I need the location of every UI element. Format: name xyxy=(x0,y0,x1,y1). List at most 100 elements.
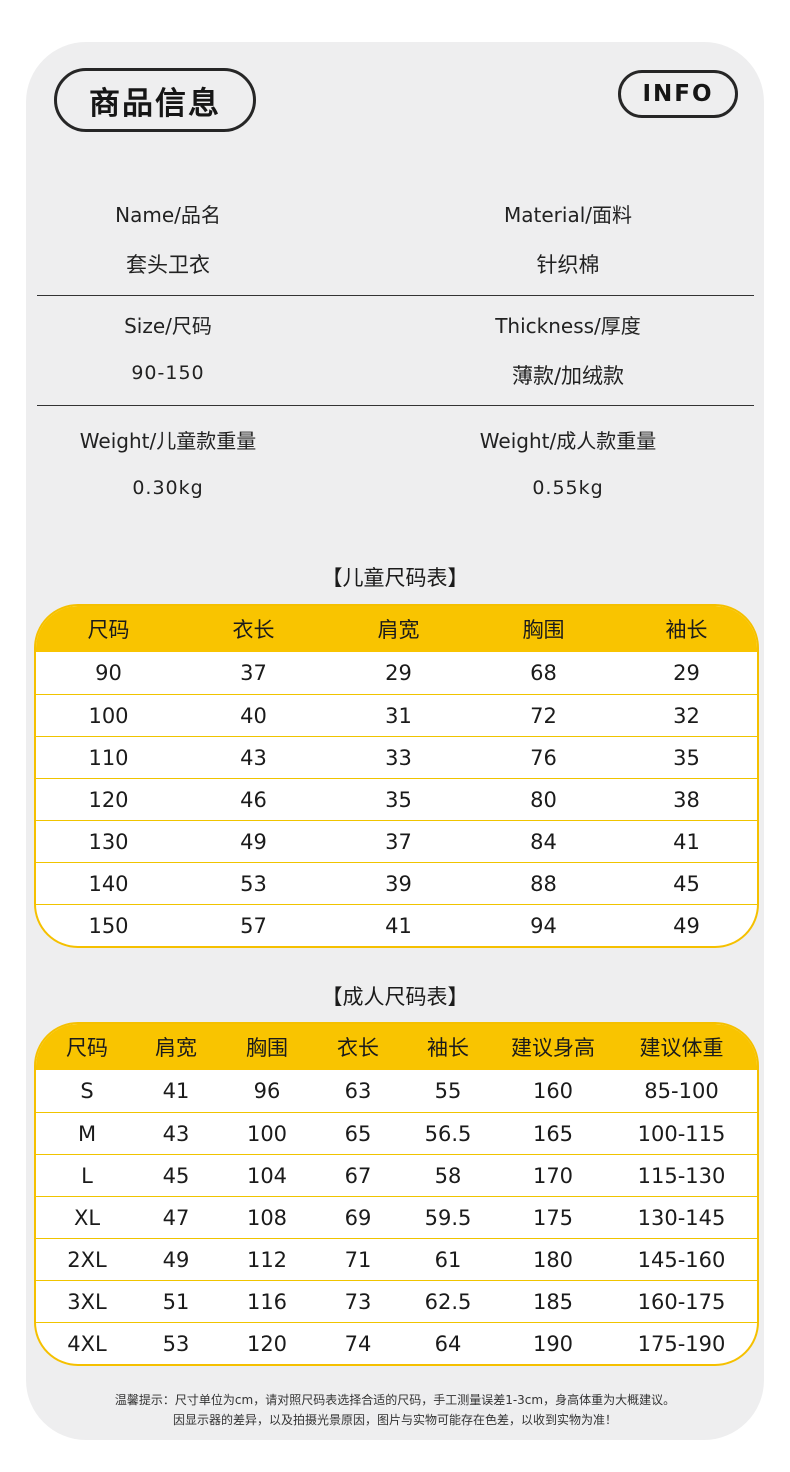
table-cell: 56.5 xyxy=(424,1121,472,1146)
column-header: 胸围 xyxy=(522,618,565,642)
table-cell: 165 xyxy=(532,1121,574,1146)
table-cell: 85-100 xyxy=(644,1079,719,1103)
table-row: 130 49 37 84 41 xyxy=(36,820,757,862)
column-header: 袖长 xyxy=(427,1036,469,1060)
table-cell: 120 xyxy=(88,787,129,812)
table-cell: 175-190 xyxy=(637,1331,726,1356)
column-header: 建议身高 xyxy=(511,1036,595,1060)
adult-table-title: 【成人尺码表】 xyxy=(321,985,469,1009)
table-cell: 160 xyxy=(532,1079,574,1103)
table-cell: 88 xyxy=(530,871,557,896)
table-cell: 45 xyxy=(673,871,700,896)
table-cell: 55 xyxy=(434,1079,462,1103)
table-row: 2XL 49 112 71 61 180 145-160 xyxy=(36,1238,757,1280)
material-value: 针织棉 xyxy=(536,253,600,277)
column-header: 尺码 xyxy=(87,618,130,642)
table-row: M 43 100 65 56.5 165 100-115 xyxy=(36,1112,757,1154)
adult-weight-label: Weight/成人款重量 xyxy=(479,429,657,453)
kids-size-table: 尺码 衣长 肩宽 胸围 袖长 90 37 29 68 29 100 40 31 72 32 110 4… xyxy=(34,604,759,948)
table-cell: 49 xyxy=(162,1247,190,1272)
table-cell: 74 xyxy=(344,1331,372,1356)
table-cell: 43 xyxy=(162,1121,190,1146)
table-cell: 62.5 xyxy=(424,1289,472,1314)
info-badge: INFO xyxy=(618,70,738,118)
column-header: 衣长 xyxy=(232,618,275,642)
table-cell: 67 xyxy=(344,1163,372,1188)
table-body: S 41 96 63 55 160 85-100 M 43 100 65 56.5 165 100-115… xyxy=(36,1070,757,1364)
table-cell: 84 xyxy=(530,829,557,854)
table-cell: 41 xyxy=(673,829,700,854)
table-cell: 145-160 xyxy=(637,1247,726,1272)
table-row: 150 57 41 94 49 xyxy=(36,904,757,946)
table-body: 90 37 29 68 29 100 40 31 72 32 110 43 33 76 35 120 46 35 8… xyxy=(36,652,757,946)
table-cell: 130-145 xyxy=(637,1205,726,1230)
footer-note-2: 因显示器的差异，以及拍摄光景原因，图片与实物可能存在色差，以收到实物为准！ xyxy=(172,1413,617,1427)
table-cell: 180 xyxy=(532,1247,574,1272)
table-cell: 59.5 xyxy=(424,1205,472,1230)
table-cell: 96 xyxy=(253,1079,281,1103)
table-cell: 3XL xyxy=(67,1289,107,1314)
table-cell: 49 xyxy=(240,829,267,854)
table-cell: 100 xyxy=(88,703,129,728)
table-cell: 175 xyxy=(532,1205,574,1230)
table-cell: 33 xyxy=(385,745,412,770)
table-cell: 68 xyxy=(530,661,557,685)
table-cell: 39 xyxy=(385,871,412,896)
size-value: 90-150 xyxy=(131,362,205,384)
kids-weight-label: Weight/儿童款重量 xyxy=(79,429,257,453)
table-cell: 32 xyxy=(673,703,700,728)
material-label: Material/面料 xyxy=(504,203,632,227)
table-row: XL 47 108 69 59.5 175 130-145 xyxy=(36,1196,757,1238)
table-cell: 51 xyxy=(162,1289,190,1314)
table-cell: 35 xyxy=(385,787,412,812)
table-cell: 72 xyxy=(530,703,557,728)
name-value: 套头卫衣 xyxy=(126,253,210,277)
table-cell: 63 xyxy=(344,1079,372,1103)
table-row: 120 46 35 80 38 xyxy=(36,778,757,820)
table-cell: 76 xyxy=(530,745,557,770)
table-cell: 57 xyxy=(240,913,267,938)
table-row: 4XL 53 120 74 64 190 175-190 xyxy=(36,1322,757,1364)
table-cell: 115-130 xyxy=(637,1163,726,1188)
table-cell: 73 xyxy=(344,1289,372,1314)
table-cell: 2XL xyxy=(67,1247,107,1272)
table-cell: 35 xyxy=(673,745,700,770)
table-cell: 170 xyxy=(532,1163,574,1188)
column-header: 建议体重 xyxy=(639,1036,724,1060)
adult-size-table: 尺码 肩宽 胸围 衣长 袖长 建议身高 建议体重 S 41 96 63 55 160 85-100 M 43… xyxy=(34,1022,759,1366)
column-header: 肩宽 xyxy=(155,1036,197,1060)
table-cell: 29 xyxy=(385,661,412,685)
table-cell: 71 xyxy=(344,1247,372,1272)
table-cell: 116 xyxy=(246,1289,288,1314)
table-cell: 150 xyxy=(88,913,129,938)
table-cell: 100-115 xyxy=(637,1121,726,1146)
table-row: 140 53 39 88 45 xyxy=(36,862,757,904)
name-label: Name/品名 xyxy=(115,203,221,227)
table-cell: 40 xyxy=(240,703,267,728)
table-cell: 45 xyxy=(162,1163,190,1188)
page-title: 商品信息 xyxy=(54,68,256,132)
table-cell: 112 xyxy=(246,1247,288,1272)
table-cell: 64 xyxy=(434,1331,462,1356)
table-cell: 31 xyxy=(385,703,412,728)
table-cell: 61 xyxy=(434,1247,462,1272)
kids-table-title: 【儿童尺码表】 xyxy=(321,566,469,590)
table-cell: 108 xyxy=(246,1205,288,1230)
table-cell: 41 xyxy=(385,913,412,938)
table-cell: 100 xyxy=(246,1121,288,1146)
info-divider xyxy=(37,405,754,406)
table-cell: 90 xyxy=(95,661,122,685)
table-row: 3XL 51 116 73 62.5 185 160-175 xyxy=(36,1280,757,1322)
table-cell: 104 xyxy=(246,1163,288,1188)
table-cell: 110 xyxy=(88,745,129,770)
thickness-value: 薄款/加绒款 xyxy=(511,364,625,388)
table-row: 90 37 29 68 29 xyxy=(36,652,757,694)
table-cell: XL xyxy=(73,1205,101,1230)
table-row: 100 40 31 72 32 xyxy=(36,694,757,736)
table-cell: 38 xyxy=(673,787,700,812)
table-cell: 140 xyxy=(88,871,129,896)
footer-note: 温馨提示：尺寸单位为cm，请对照尺码表选择合适的尺码，手工测量误差1-3cm，身… xyxy=(114,1393,676,1407)
table-cell: 80 xyxy=(530,787,557,812)
table-cell: 37 xyxy=(240,661,267,685)
table-row: L 45 104 67 58 170 115-130 xyxy=(36,1154,757,1196)
